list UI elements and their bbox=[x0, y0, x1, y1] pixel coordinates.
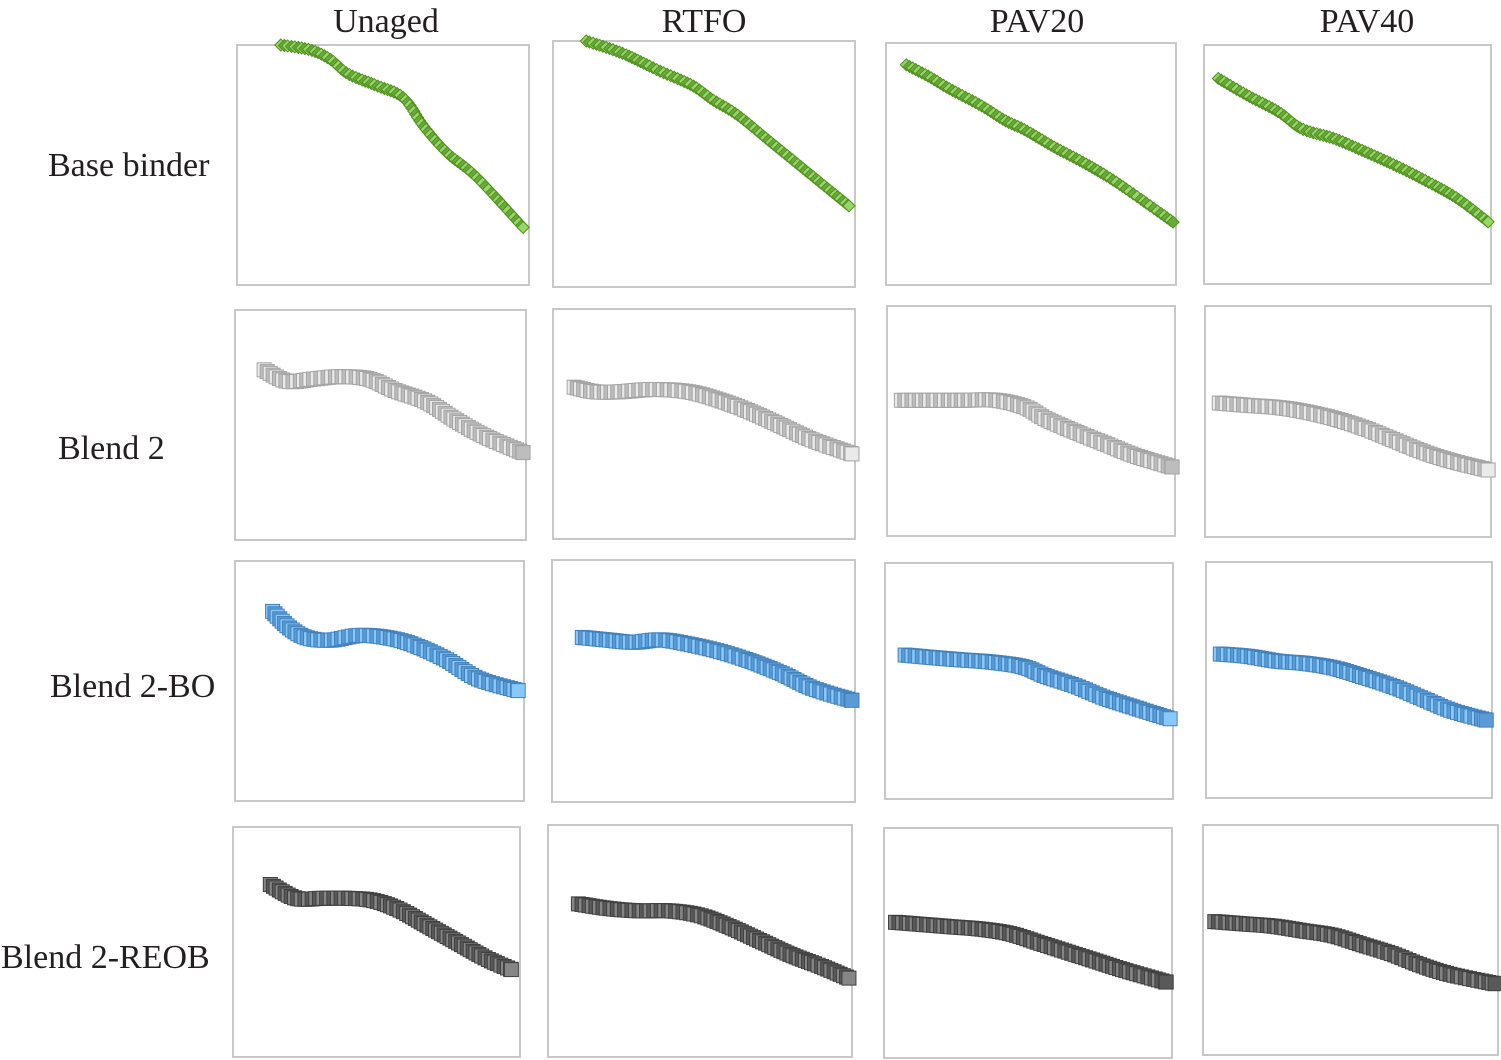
panel-frame bbox=[232, 826, 521, 1058]
data-point bbox=[1164, 459, 1180, 475]
panel-frame bbox=[236, 44, 530, 286]
data-point bbox=[1158, 974, 1174, 990]
column-label-pav20: PAV20 bbox=[990, 3, 1085, 40]
panel-frame bbox=[552, 308, 856, 540]
panel-blend-2-reob-pav40 bbox=[1202, 824, 1501, 1056]
panel-frame bbox=[1203, 44, 1492, 285]
panel-frame bbox=[547, 824, 853, 1058]
panel-blend-2-reob-unaged bbox=[232, 826, 521, 1058]
panel-blend-2-reob-pav20 bbox=[883, 827, 1174, 1059]
panel-blend-2-rtfo bbox=[552, 308, 860, 540]
panel-base-binder-pav20 bbox=[885, 42, 1180, 286]
row-label-base-binder: Base binder bbox=[48, 147, 210, 184]
row-label-blend-2-reob: Blend 2-REOB bbox=[1, 939, 210, 976]
panel-blend-2-bo-unaged bbox=[234, 560, 526, 802]
row-label-blend-2: Blend 2 bbox=[58, 430, 165, 467]
data-point bbox=[503, 962, 519, 978]
data-point bbox=[1478, 712, 1494, 728]
panel-frame bbox=[886, 305, 1176, 537]
panel-blend-2-pav40 bbox=[1204, 305, 1496, 538]
panel-frame bbox=[552, 40, 856, 288]
row-label-blend-2-bo: Blend 2-BO bbox=[50, 668, 215, 705]
panel-base-binder-rtfo bbox=[552, 34, 856, 288]
panel-blend-2-bo-pav20 bbox=[884, 562, 1178, 800]
data-point bbox=[841, 970, 857, 986]
data-point bbox=[842, 199, 856, 213]
panel-base-binder-unaged bbox=[236, 38, 530, 286]
column-label-rtfo: RTFO bbox=[662, 3, 747, 40]
data-point bbox=[1162, 711, 1178, 727]
data-point bbox=[1487, 976, 1501, 992]
data-point bbox=[1480, 462, 1496, 478]
row-labels: Base binder Blend 2 Blend 2-BO Blend 2-R… bbox=[1, 147, 215, 976]
column-label-pav40: PAV40 bbox=[1320, 3, 1415, 40]
panel-blend-2-bo-pav40 bbox=[1205, 561, 1494, 799]
data-point bbox=[515, 445, 531, 461]
data-point bbox=[516, 220, 530, 235]
panel-blend-2-reob-rtfo bbox=[547, 824, 857, 1058]
panel-base-binder-pav40 bbox=[1203, 44, 1495, 285]
column-label-unaged: Unaged bbox=[333, 3, 439, 40]
data-point bbox=[1481, 215, 1495, 229]
panel-frame bbox=[884, 562, 1174, 800]
panel-blend-2-bo-rtfo bbox=[551, 559, 860, 803]
panels-grid bbox=[232, 34, 1501, 1059]
column-labels: Unaged RTFO PAV20 PAV40 bbox=[333, 3, 1414, 40]
data-point bbox=[510, 683, 526, 699]
data-point bbox=[844, 446, 860, 462]
panel-blend-2-unaged bbox=[234, 309, 531, 541]
data-point bbox=[844, 692, 860, 708]
panel-blend-2-pav20 bbox=[886, 305, 1180, 537]
data-point bbox=[1166, 215, 1180, 229]
